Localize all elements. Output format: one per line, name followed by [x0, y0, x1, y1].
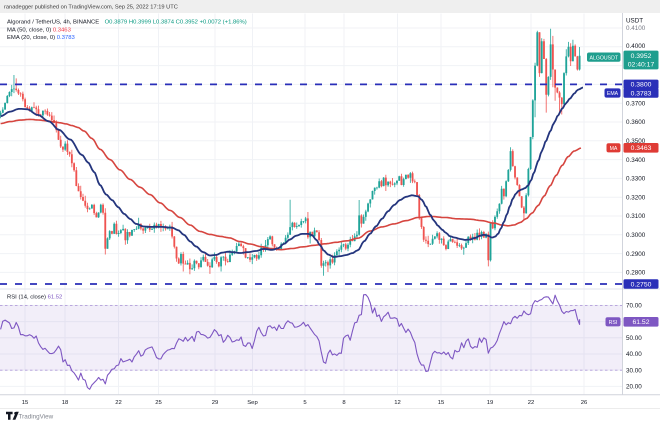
svg-text:USDT: USDT: [626, 18, 643, 25]
svg-text:0.2900: 0.2900: [626, 251, 646, 258]
svg-text:0.3500: 0.3500: [626, 138, 646, 145]
svg-text:50.00: 50.00: [626, 335, 642, 342]
svg-text:0.3700: 0.3700: [626, 100, 646, 107]
svg-text:12: 12: [394, 400, 401, 406]
svg-text:0.3200: 0.3200: [626, 194, 646, 201]
svg-text:0.3100: 0.3100: [626, 213, 646, 220]
svg-text:0.2750: 0.2750: [631, 281, 652, 288]
svg-text:0.3300: 0.3300: [626, 176, 646, 183]
svg-text:0.3463: 0.3463: [631, 145, 652, 152]
svg-text:19: 19: [487, 400, 494, 406]
svg-text:0.4000: 0.4000: [626, 43, 646, 50]
svg-text:02:40:17: 02:40:17: [628, 61, 655, 68]
svg-text:29: 29: [212, 400, 219, 406]
svg-text:0.4100: 0.4100: [626, 25, 646, 32]
svg-text:8: 8: [342, 400, 346, 406]
svg-text:O0.3879 H0.3999 L0.3874 C0.395: O0.3879 H0.3999 L0.3874 C0.3952 +0.0072 …: [105, 20, 247, 26]
svg-text:ALGOUSDT: ALGOUSDT: [590, 55, 619, 61]
svg-text:0.3400: 0.3400: [626, 157, 646, 164]
svg-text:0.3000: 0.3000: [626, 232, 646, 239]
svg-text:EMA (20, close, 0) 0.3783: EMA (20, close, 0) 0.3783: [7, 35, 76, 41]
svg-text:RSI (14, close) 61.52: RSI (14, close) 61.52: [7, 294, 62, 300]
svg-text:22: 22: [115, 400, 122, 406]
svg-text:MA (50, close, 0) 0.3463: MA (50, close, 0) 0.3463: [7, 27, 72, 33]
svg-text:0.3952: 0.3952: [631, 53, 652, 60]
svg-text:RSI: RSI: [609, 320, 618, 326]
svg-text:30.00: 30.00: [626, 367, 642, 374]
svg-text:5: 5: [303, 400, 307, 406]
svg-text:40.00: 40.00: [626, 351, 642, 358]
svg-text:26: 26: [581, 400, 588, 406]
svg-text:25: 25: [155, 400, 162, 406]
svg-text:MA: MA: [610, 146, 618, 152]
svg-text:0.3800: 0.3800: [631, 82, 652, 89]
svg-text:EMA: EMA: [607, 91, 619, 97]
svg-text:20.00: 20.00: [626, 384, 642, 391]
svg-text:15: 15: [438, 400, 445, 406]
svg-text:0.3783: 0.3783: [631, 90, 652, 97]
svg-text:70.00: 70.00: [626, 303, 642, 310]
svg-text:61.52: 61.52: [632, 319, 649, 326]
svg-text:0.2800: 0.2800: [626, 270, 646, 277]
svg-text:TradingView: TradingView: [19, 414, 54, 421]
svg-text:22: 22: [528, 400, 535, 406]
svg-text:Sep: Sep: [247, 400, 258, 406]
svg-text:18: 18: [62, 400, 69, 406]
svg-text:0.3600: 0.3600: [626, 119, 646, 126]
svg-text:15: 15: [22, 400, 29, 406]
svg-text:ranadegger published on Tradin: ranadegger published on TradingView.com,…: [4, 4, 178, 10]
svg-text:Algorand / TetherUS, 4h, BINAN: Algorand / TetherUS, 4h, BINANCE: [7, 20, 99, 26]
